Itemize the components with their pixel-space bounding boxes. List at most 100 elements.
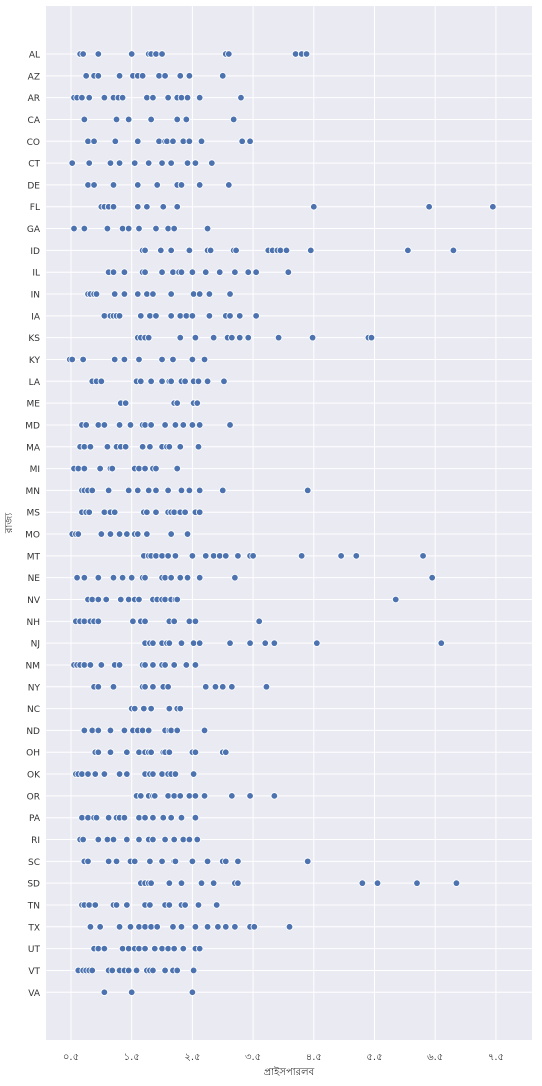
data-point [135, 224, 143, 233]
data-point [246, 639, 254, 647]
data-point [100, 770, 109, 778]
data-point [120, 814, 129, 822]
y-tick-label: UT [28, 945, 41, 955]
data-point [106, 726, 115, 735]
data-point [191, 814, 200, 822]
data-point [137, 792, 145, 800]
data-point [211, 683, 220, 691]
x-tick-label: ১.৫ [124, 1052, 140, 1063]
data-point [146, 901, 154, 909]
data-point [304, 486, 312, 495]
data-point [274, 333, 283, 342]
x-tick-label: ৭.৫ [488, 1052, 504, 1063]
data-point [138, 72, 147, 80]
data-point [161, 835, 169, 844]
data-point [188, 355, 197, 364]
data-point [170, 224, 178, 233]
data-point [94, 72, 103, 80]
data-point [84, 770, 92, 778]
data-point [219, 683, 227, 691]
data-point [80, 726, 89, 735]
data-point [147, 115, 155, 124]
data-point [141, 814, 149, 822]
data-point [88, 726, 96, 735]
data-point [252, 268, 260, 276]
data-point [202, 268, 210, 276]
data-point [297, 552, 306, 560]
y-tick-label: ME [27, 400, 41, 410]
data-point [171, 552, 180, 560]
data-point [126, 923, 135, 931]
data-point [143, 203, 151, 211]
data-point [109, 268, 118, 276]
data-point [94, 50, 103, 58]
data-point [158, 355, 166, 364]
data-point [202, 552, 210, 560]
data-point [115, 72, 124, 80]
data-point [80, 573, 89, 582]
data-point [200, 792, 209, 800]
data-point [147, 704, 155, 713]
data-point [111, 508, 119, 516]
data-point [161, 661, 169, 669]
data-point [141, 617, 149, 626]
data-point [141, 268, 149, 276]
data-point [152, 464, 160, 473]
data-point [78, 93, 86, 102]
data-point [80, 464, 89, 473]
data-point [86, 923, 95, 931]
data-point [109, 203, 118, 211]
data-point [185, 617, 194, 626]
data-point [195, 486, 204, 495]
data-point [152, 486, 160, 495]
data-point [191, 748, 200, 756]
data-point [304, 857, 312, 866]
data-point [104, 486, 113, 495]
data-point [86, 661, 95, 669]
data-point [191, 792, 200, 800]
data-point [220, 377, 228, 385]
data-point [176, 573, 184, 582]
data-point [392, 595, 400, 604]
y-tick-label: AZ [28, 72, 40, 82]
data-point [185, 72, 194, 80]
y-tick-label: ND [26, 727, 40, 737]
y-tick-label: MA [26, 443, 41, 453]
data-point [120, 726, 129, 735]
data-point [135, 464, 143, 473]
data-point [146, 857, 154, 866]
data-point [109, 683, 118, 691]
data-point [228, 683, 236, 691]
data-point [177, 486, 186, 495]
data-point [134, 486, 142, 495]
data-point [173, 966, 181, 975]
data-point [212, 901, 221, 909]
data-point [209, 552, 218, 560]
data-point [118, 224, 127, 233]
data-point [121, 399, 130, 407]
data-point [195, 181, 204, 189]
data-point [164, 93, 172, 102]
data-point [206, 246, 215, 255]
data-point [91, 901, 99, 909]
data-point [151, 944, 159, 953]
data-point [307, 246, 315, 255]
data-point [82, 72, 90, 80]
data-point [141, 944, 149, 953]
data-point [222, 552, 230, 560]
data-point [106, 530, 115, 538]
data-point [183, 530, 192, 538]
data-point [78, 814, 86, 822]
data-point [164, 486, 172, 495]
data-point [165, 879, 174, 887]
y-tick-label: KY [29, 356, 41, 366]
data-point [94, 683, 103, 691]
data-point [169, 137, 177, 145]
data-point [103, 224, 112, 233]
data-point [176, 443, 184, 451]
data-point [173, 115, 181, 124]
data-point [173, 464, 181, 473]
data-point [202, 683, 210, 691]
data-point [159, 203, 167, 211]
